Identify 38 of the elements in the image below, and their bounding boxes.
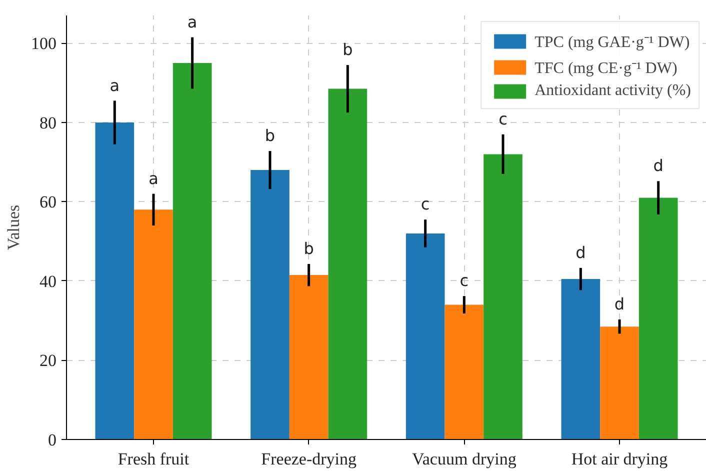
legend-label: TFC (mg CE·g⁻¹ DW) [534, 59, 678, 78]
data-label: d [614, 294, 625, 314]
data-label: a [187, 12, 198, 32]
data-label: c [420, 194, 430, 214]
y-axis-title: Values [4, 204, 23, 250]
y-tick-label: 0 [48, 430, 56, 450]
bar [638, 198, 678, 440]
bar [600, 326, 639, 440]
bar [172, 63, 212, 440]
data-label: c [498, 109, 508, 128]
x-tick-label: Fresh fruit [118, 450, 190, 468]
x-tick-label: Hot air drying [571, 450, 668, 468]
data-label: a [148, 168, 158, 188]
x-tick-label: Vacuum drying [412, 450, 517, 468]
legend-label: TPC (mg GAE·g⁻¹ DW) [534, 33, 690, 52]
data-label: c [460, 271, 469, 290]
legend-label: Antioxidant activity (%) [534, 82, 691, 100]
y-tick-label: 80 [40, 113, 56, 132]
data-label: b [342, 40, 353, 60]
data-label: b [304, 239, 314, 258]
bar [289, 275, 328, 440]
y-tick-label: 100 [31, 34, 56, 54]
bar [561, 279, 600, 440]
bar [444, 304, 484, 440]
bar [250, 170, 290, 440]
data-label: a [110, 76, 120, 95]
bar [134, 210, 173, 440]
y-tick-label: 60 [40, 192, 56, 212]
data-label: d [576, 242, 586, 262]
bar [95, 122, 134, 440]
bar [328, 88, 368, 440]
y-tick-label: 40 [40, 272, 56, 291]
bar [406, 233, 445, 440]
data-label: b [264, 126, 276, 146]
bar [484, 154, 522, 440]
y-tick-label: 20 [40, 351, 56, 370]
data-label: d [653, 156, 664, 176]
x-tick-label: Freeze-drying [261, 450, 357, 468]
